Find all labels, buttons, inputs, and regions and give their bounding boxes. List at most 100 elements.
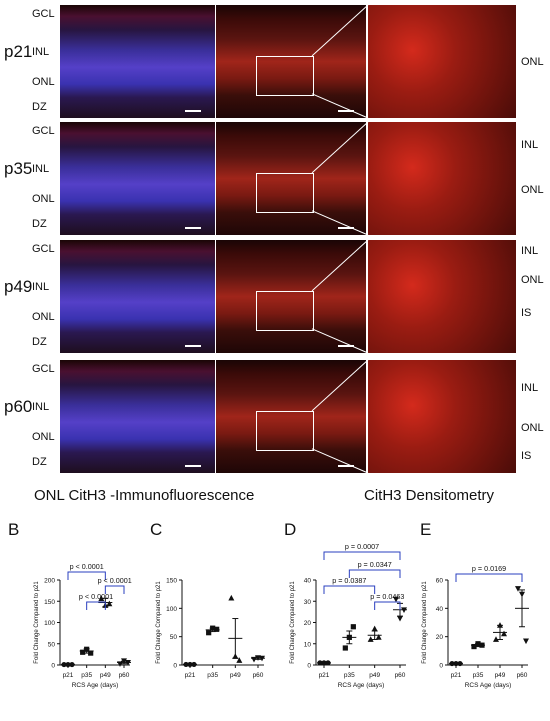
- roi-box: [256, 290, 314, 331]
- data-point: [493, 636, 499, 642]
- zoom-layer-label: INL: [521, 382, 539, 395]
- layer-label: INL: [32, 163, 50, 176]
- y-tick-label: 0: [51, 663, 55, 670]
- x-tick-label: p60: [253, 672, 264, 679]
- x-tick-label: p21: [451, 672, 462, 679]
- significance-bracket: [348, 569, 401, 578]
- x-tick-label: p35: [81, 672, 92, 679]
- x-tick-label: p49: [230, 672, 241, 679]
- y-tick-label: 150: [44, 599, 55, 606]
- zoom-layer-label: IS: [521, 450, 532, 463]
- x-tick-label: p21: [63, 672, 74, 679]
- x-tick-label: p60: [395, 672, 406, 679]
- y-axis-label: Fold Change Compared to p21: [156, 581, 162, 664]
- data-point: [106, 600, 113, 607]
- zoom-layer-label: ONL: [521, 183, 544, 196]
- y-tick-label: 30: [304, 599, 312, 606]
- roi-box: [256, 172, 314, 213]
- zoom-layer-label: INL: [521, 245, 539, 258]
- p-value-label: p < 0.0001: [79, 592, 113, 601]
- significance-bracket: [104, 585, 125, 594]
- x-tick-label: p60: [517, 672, 528, 679]
- data-point: [523, 638, 529, 645]
- zoom-image: [368, 5, 516, 118]
- x-tick-label: p49: [369, 672, 380, 679]
- p-value-label: p = 0.0347: [358, 560, 392, 569]
- y-tick-label: 0: [307, 663, 311, 670]
- data-point: [367, 636, 374, 642]
- layer-label: ONL: [32, 192, 55, 205]
- significance-bracket: [86, 601, 106, 610]
- significance-bracket: [455, 573, 523, 582]
- data-point: [501, 630, 507, 637]
- y-tick-label: 0: [439, 663, 443, 670]
- row-age-label: p35: [4, 159, 33, 179]
- significance-bracket: [323, 551, 401, 560]
- merged-image: [60, 5, 215, 118]
- zoom-image: [368, 122, 516, 235]
- panel-letter: B: [8, 520, 19, 539]
- zoom-layer-label: IS: [521, 307, 532, 320]
- panel-letter: E: [420, 520, 431, 539]
- layer-label: DZ: [32, 217, 47, 230]
- y-tick-label: 200: [44, 578, 55, 585]
- layer-label: GCL: [32, 363, 55, 376]
- panel-letter: D: [284, 520, 296, 539]
- roi-box: [256, 410, 314, 451]
- x-axis-label: RCS Age (days): [72, 682, 119, 689]
- x-axis-label: RCS Age (days): [465, 682, 512, 689]
- layer-label: INL: [32, 46, 50, 59]
- layer-label: DZ: [32, 455, 47, 468]
- data-point: [88, 650, 94, 656]
- data-point: [206, 630, 212, 636]
- row-age-label: p21: [4, 42, 33, 62]
- x-tick-label: p21: [319, 672, 330, 679]
- y-axis-label: Fold Change Compared to p21: [34, 581, 40, 664]
- layer-label: GCL: [32, 8, 55, 21]
- zoom-layer-label: ONL: [521, 421, 544, 434]
- significance-bracket: [67, 571, 106, 580]
- x-tick-label: p60: [119, 672, 130, 679]
- roi-box: [256, 55, 314, 96]
- caption-immunofluorescence: ONL CitH3 -Immunofluorescence: [34, 487, 255, 504]
- significance-bracket: [374, 601, 401, 610]
- p-value-label: p = 0.0463: [370, 592, 404, 601]
- layer-label: ONL: [32, 75, 55, 88]
- caption-densitometry: CitH3 Densitometry: [364, 487, 495, 504]
- layer-label: DZ: [32, 335, 47, 348]
- y-tick-label: 100: [44, 620, 55, 627]
- y-tick-label: 20: [304, 620, 312, 627]
- y-tick-label: 150: [166, 578, 177, 585]
- significance-bracket: [323, 585, 376, 594]
- p-value-label: p < 0.0001: [98, 576, 132, 585]
- x-axis-label: RCS Age (days): [338, 682, 385, 689]
- data-point: [397, 615, 403, 622]
- y-tick-label: 50: [48, 641, 56, 648]
- p-value-label: p = 0.0007: [345, 542, 379, 551]
- data-point: [228, 594, 235, 601]
- layer-label: INL: [32, 281, 50, 294]
- y-tick-label: 0: [173, 663, 177, 670]
- data-point: [342, 645, 348, 651]
- merged-image: [60, 122, 215, 235]
- y-tick-label: 100: [166, 606, 177, 613]
- data-point: [515, 586, 521, 592]
- x-tick-label: p35: [473, 672, 484, 679]
- p-value-label: p = 0.0387: [332, 576, 366, 585]
- x-tick-label: p49: [495, 672, 506, 679]
- x-tick-label: p35: [344, 672, 355, 679]
- layer-label: ONL: [32, 430, 55, 443]
- x-tick-label: p21: [185, 672, 196, 679]
- data-point: [350, 624, 356, 630]
- data-point: [375, 634, 382, 640]
- zoom-image: [368, 360, 516, 473]
- y-axis-label: Fold Change Compared to p21: [422, 581, 428, 664]
- layer-label: GCL: [32, 125, 55, 138]
- merged-image: [60, 240, 215, 353]
- zoom-layer-label: ONL: [521, 273, 544, 286]
- y-tick-label: 20: [436, 634, 444, 641]
- y-tick-label: 60: [436, 578, 444, 585]
- scale-bar: [185, 227, 201, 229]
- row-age-label: p60: [4, 397, 33, 417]
